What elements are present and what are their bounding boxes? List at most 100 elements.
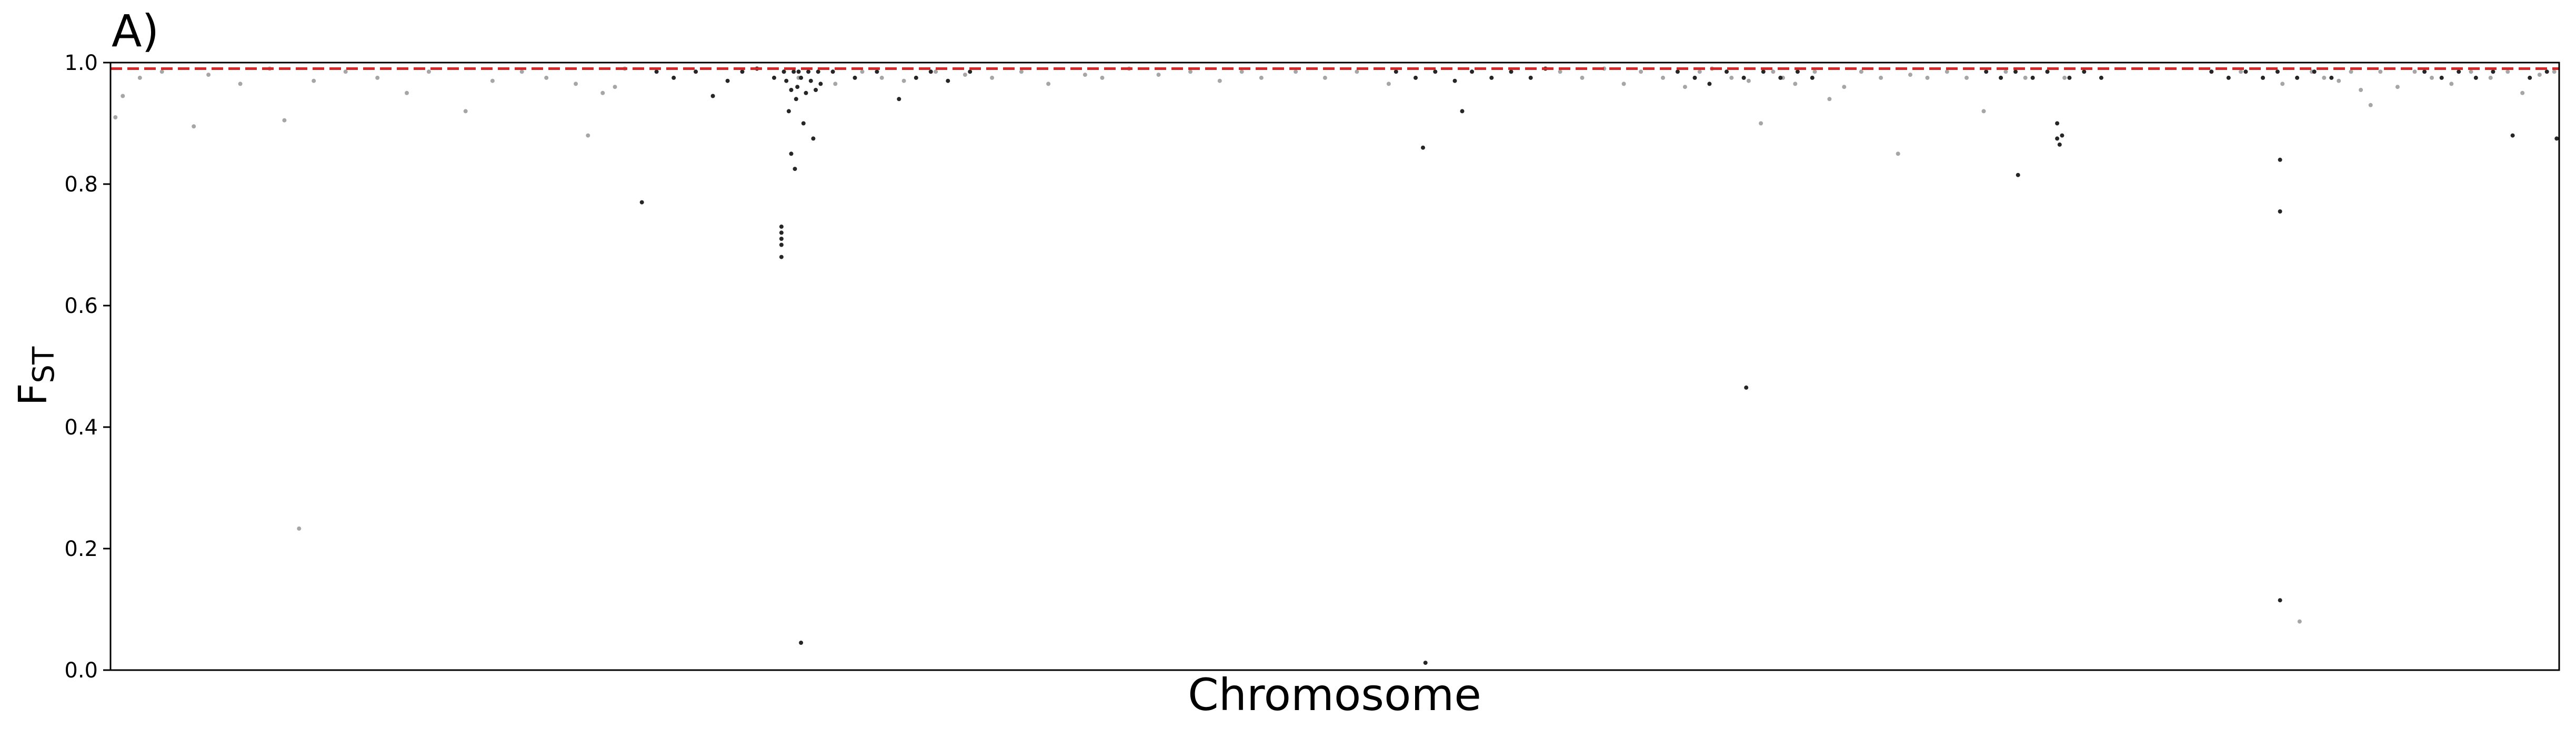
data-point <box>544 75 549 80</box>
data-point <box>1981 109 1986 114</box>
data-point <box>1999 75 2003 80</box>
data-point <box>2349 69 2353 74</box>
data-point <box>2412 69 2417 74</box>
data-point <box>793 167 797 171</box>
y-tick-label: 1.0 <box>64 51 98 75</box>
data-point <box>2510 133 2515 138</box>
data-point <box>789 88 794 92</box>
data-point <box>405 90 409 95</box>
data-point <box>1355 69 1359 74</box>
data-point <box>818 82 823 86</box>
data-point <box>1239 69 1244 74</box>
data-point <box>2045 69 2050 74</box>
data-point <box>860 69 865 74</box>
data-point <box>1528 75 1533 80</box>
data-point <box>2488 75 2493 80</box>
data-point <box>784 78 789 83</box>
data-point <box>2528 75 2532 80</box>
data-point <box>2030 75 2035 80</box>
data-point <box>1812 69 1817 74</box>
data-points <box>113 66 2559 665</box>
data-point <box>2312 69 2317 74</box>
data-point <box>206 73 211 77</box>
data-point <box>1810 75 1815 80</box>
data-point <box>725 78 730 83</box>
data-point <box>654 69 659 74</box>
data-point <box>1697 69 1702 74</box>
data-point <box>2016 173 2020 177</box>
data-point <box>1082 73 1087 77</box>
data-point <box>2520 90 2525 95</box>
data-point <box>2322 75 2327 80</box>
data-point <box>2278 598 2282 603</box>
data-point <box>2430 75 2434 80</box>
y-tick-label: 0.4 <box>64 416 98 440</box>
data-point <box>375 75 380 80</box>
data-point <box>671 75 676 80</box>
data-point <box>1925 75 1930 80</box>
data-point <box>2280 82 2285 86</box>
data-point <box>586 133 590 138</box>
data-point <box>639 200 644 205</box>
data-point <box>2491 69 2495 74</box>
data-point <box>574 82 578 86</box>
data-point <box>159 69 164 74</box>
data-point <box>238 82 243 86</box>
data-point <box>1859 69 1863 74</box>
data-point <box>2295 75 2300 80</box>
data-point <box>426 69 431 74</box>
data-point <box>2329 75 2334 80</box>
data-point <box>897 97 901 102</box>
data-point <box>1386 82 1391 86</box>
data-point <box>137 75 142 80</box>
data-point <box>1879 75 1883 80</box>
data-point <box>781 69 786 74</box>
data-point <box>1759 121 1763 126</box>
data-point <box>2082 69 2087 74</box>
data-point <box>799 641 804 645</box>
data-point <box>1460 109 1465 114</box>
data-point <box>799 75 804 80</box>
data-point <box>2439 75 2444 80</box>
data-point <box>2544 69 2549 74</box>
data-point <box>2062 75 2067 80</box>
data-point <box>1944 69 1949 74</box>
y-tick-label: 0.8 <box>64 173 98 197</box>
data-point <box>2261 75 2265 80</box>
data-point <box>1322 75 1327 80</box>
data-point <box>1394 69 1398 74</box>
data-point <box>2278 157 2282 162</box>
data-point <box>2457 69 2461 74</box>
data-point <box>2378 69 2383 74</box>
data-point <box>2297 619 2302 624</box>
panel-label: A) <box>112 5 159 57</box>
data-point <box>1489 75 1494 80</box>
data-point <box>1509 69 1513 74</box>
data-point <box>2099 75 2103 80</box>
plot-frame <box>109 62 2560 671</box>
data-point <box>934 69 938 74</box>
data-point <box>1019 69 1024 74</box>
data-point <box>710 94 715 98</box>
data-point <box>804 90 808 95</box>
data-point <box>2469 69 2473 74</box>
y-axis-title-subscript: ST <box>27 346 61 383</box>
data-point <box>1761 69 1766 74</box>
y-tick-label: 0.0 <box>64 659 98 683</box>
data-point <box>963 73 967 77</box>
x-axis-title: Chromosome <box>1188 669 1481 721</box>
data-point <box>2537 73 2542 77</box>
data-point <box>814 88 818 92</box>
y-tick-label: 0.6 <box>64 294 98 318</box>
data-point <box>297 526 302 531</box>
data-point <box>1741 75 1746 80</box>
data-point <box>2055 121 2060 126</box>
data-point <box>1217 78 1222 83</box>
data-point <box>1188 69 1192 74</box>
data-point <box>490 78 495 83</box>
data-point <box>1908 73 1912 77</box>
data-point <box>2395 85 2400 89</box>
data-point <box>914 75 918 80</box>
data-point <box>1639 69 1643 74</box>
data-point <box>2505 69 2510 74</box>
